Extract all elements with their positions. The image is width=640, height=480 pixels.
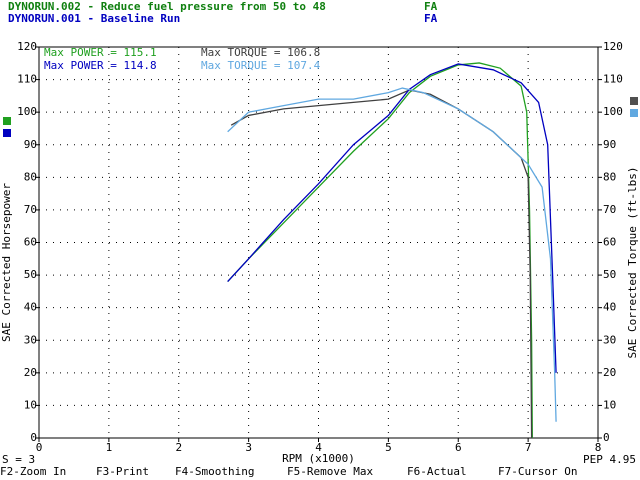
y-tick-label: 70	[24, 203, 37, 216]
max-annotation: Max TORQUE = 106.8	[201, 46, 320, 59]
y2-tick-label: 20	[603, 366, 616, 379]
x-tick-label: 8	[595, 441, 602, 454]
series-line	[227, 62, 533, 439]
x-tick-label: 0	[36, 441, 43, 454]
y-tick-label: 40	[24, 301, 37, 314]
x-tick-label: 2	[175, 441, 182, 454]
run-title: DYNORUN.001 - Baseline Run	[8, 12, 180, 25]
series-line	[227, 63, 557, 373]
x-tick-label: 7	[525, 441, 532, 454]
x-tick-label: 5	[385, 441, 392, 454]
x-tick-label: 6	[455, 441, 462, 454]
function-key: F3-Print	[96, 465, 149, 478]
y2-axis-label: SAE Corrected Torque (ft-lbs)	[626, 166, 639, 358]
y2-tick-label: 120	[603, 40, 623, 53]
status-right: PEP 4.95	[583, 453, 636, 466]
y-tick-label: 90	[24, 138, 37, 151]
y-tick-label: 20	[24, 366, 37, 379]
legend-swatch	[3, 129, 11, 137]
y2-tick-label: 100	[603, 105, 623, 118]
series-line	[227, 87, 557, 422]
y2-tick-label: 40	[603, 301, 616, 314]
y2-tick-label: 110	[603, 73, 623, 86]
y-tick-label: 10	[24, 398, 37, 411]
run-tag: FA	[424, 12, 438, 25]
x-tick-label: 3	[245, 441, 252, 454]
max-annotation: Max POWER = 115.1	[44, 46, 157, 59]
max-annotation: Max TORQUE = 107.4	[201, 59, 321, 72]
y2-tick-label: 60	[603, 236, 616, 249]
y2-tick-label: 90	[603, 138, 616, 151]
function-key: F2-Zoom In	[0, 465, 66, 478]
y-tick-label: 50	[24, 268, 37, 281]
plot-frame	[38, 46, 599, 439]
x-tick-label: 1	[106, 441, 113, 454]
y-tick-label: 100	[17, 105, 37, 118]
y-tick-label: 0	[30, 431, 37, 444]
y2-tick-label: 10	[603, 398, 616, 411]
y-tick-label: 30	[24, 333, 37, 346]
y2-tick-label: 80	[603, 170, 616, 183]
legend-swatch	[630, 97, 638, 105]
y2-tick-label: 70	[603, 203, 616, 216]
y2-tick-label: 50	[603, 268, 616, 281]
function-key: F5-Remove Max	[287, 465, 373, 478]
function-key: F7-Cursor On	[498, 465, 577, 478]
x-tick-label: 4	[315, 441, 322, 454]
y-tick-label: 110	[17, 73, 37, 86]
status-left: S = 3	[2, 453, 35, 466]
run-tag: FA	[424, 0, 438, 13]
y-tick-label: 60	[24, 236, 37, 249]
y-tick-label: 120	[17, 40, 37, 53]
y2-tick-label: 0	[603, 431, 610, 444]
y2-tick-label: 30	[603, 333, 616, 346]
legend-swatch	[3, 117, 11, 125]
max-annotation: Max POWER = 114.8	[44, 59, 157, 72]
function-key: F4-Smoothing	[175, 465, 254, 478]
function-key: F6-Actual	[407, 465, 467, 478]
run-title: DYNORUN.002 - Reduce fuel pressure from …	[8, 0, 326, 13]
y-axis-label: SAE Corrected Horsepower	[0, 183, 13, 342]
x-axis-label: RPM (x1000)	[282, 452, 355, 465]
y-tick-label: 80	[24, 170, 37, 183]
legend-swatch	[630, 109, 638, 117]
